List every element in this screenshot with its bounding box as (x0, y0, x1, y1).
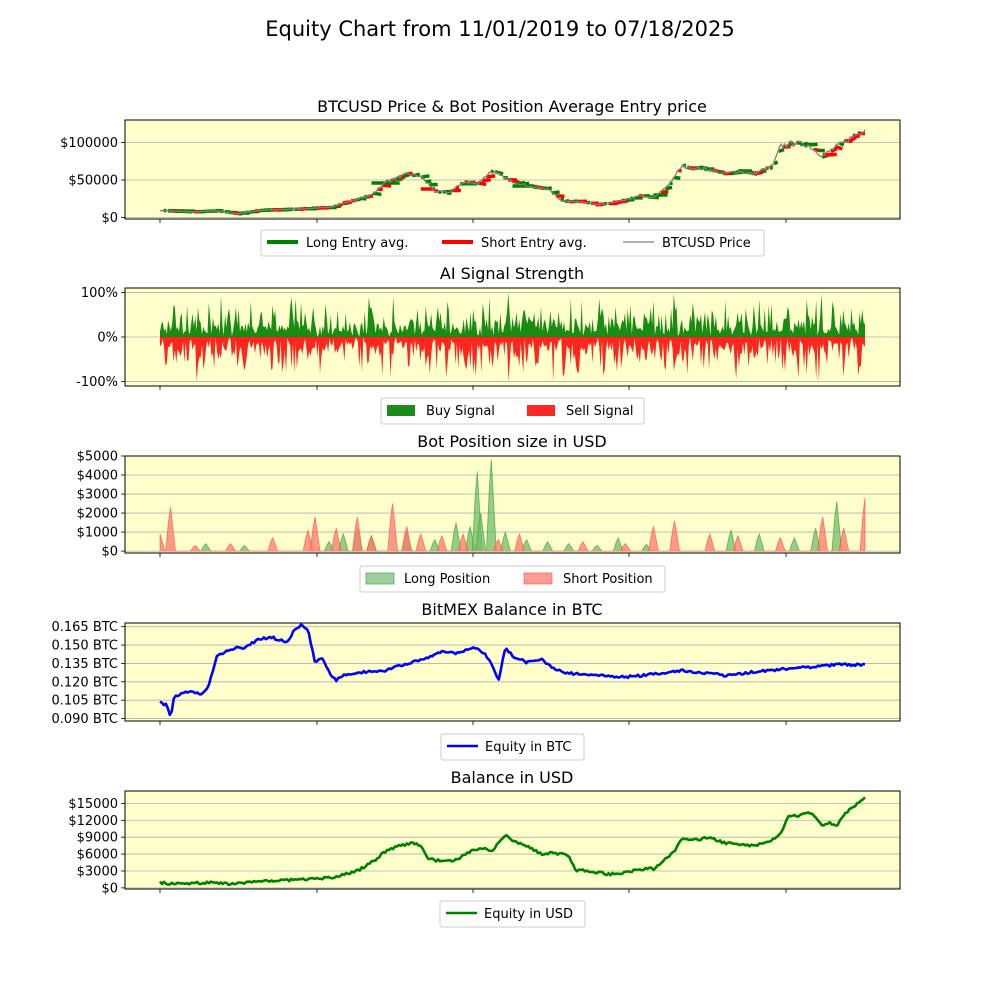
legend-buy-label: Buy Signal (426, 404, 495, 419)
panel-4: 0.090 BTC 0.105 BTC 0.120 BTC 0.135 BTC 0.15… (51, 620, 900, 727)
legend-panel5: Equity in USD (440, 901, 585, 927)
legend-sell-label: Sell Signal (566, 404, 634, 419)
long-entry-segment (674, 177, 680, 178)
panel-4-ytick-label: 0.105 BTC (51, 694, 118, 709)
long-entry-segment (779, 150, 784, 152)
panel-3-ytick-label: $1000 (77, 526, 118, 541)
panel3-title: Bot Position size in USD (417, 432, 606, 451)
legend-panel1: Long Entry avg. Short Entry avg. BTCUSD … (261, 230, 764, 256)
panel-5-ytick-label: $12000 (68, 814, 118, 829)
panel-5-ytick-label: $0 (101, 881, 118, 896)
legend-panel3: Long Position Short Position (360, 566, 665, 592)
panel-4-background (125, 623, 900, 721)
panel-3-background (125, 456, 900, 553)
legend-short-pos-label: Short Position (563, 572, 653, 587)
panel4-title: BitMEX Balance in BTC (421, 600, 602, 619)
figure-title: Equity Chart from 11/01/2019 to 07/18/20… (265, 17, 735, 41)
legend-short-pos-swatch (524, 573, 552, 584)
legend-short-entry-label: Short Entry avg. (481, 236, 587, 251)
panel-1-ytick-label: $50000 (68, 174, 118, 189)
panel-1-background (125, 120, 900, 219)
panel-3-ytick-label: $0 (101, 545, 118, 560)
short-entry-segment (757, 172, 763, 173)
panel-5-ytick-label: $15000 (68, 797, 118, 812)
legend-buy-swatch (387, 405, 415, 416)
panel-3-ytick-label: $4000 (77, 469, 118, 484)
panel-3-ytick-label: $2000 (77, 507, 118, 522)
panel-4-ytick-label: 0.090 BTC (51, 712, 118, 727)
panel-1-ytick-label: $100000 (60, 136, 118, 151)
short-entry-segment (486, 176, 495, 177)
panel-2-ytick-label: 100% (81, 286, 118, 301)
legend-long-pos-swatch (366, 573, 394, 584)
panel-2-ytick-label: -100% (76, 375, 118, 390)
panel-2-ytick-label: 0% (97, 331, 118, 346)
panel-1-ytick-label: $0 (101, 211, 118, 226)
legend-sell-swatch (527, 405, 555, 416)
panel-4-ytick-label: 0.135 BTC (51, 657, 118, 672)
panel1-title: BTCUSD Price & Bot Position Average Entr… (317, 97, 707, 116)
panel-3-ytick-label: $3000 (77, 488, 118, 503)
panel-4-ytick-label: 0.150 BTC (51, 639, 118, 654)
panel-5: $0 $3000$6000 $9000 $12000 $15000 (68, 791, 900, 896)
legend-panel4: Equity in BTC (441, 734, 584, 760)
legend-price-label: BTCUSD Price (662, 236, 751, 251)
legend-usd-label: Equity in USD (484, 907, 573, 922)
panel-4-ytick-label: 0.165 BTC (51, 620, 118, 635)
short-entry-segment (482, 180, 491, 181)
panel-5-ytick-label: $6000 (77, 848, 118, 863)
legend-panel2: Buy Signal Sell Signal (381, 398, 644, 424)
panel-5-ytick-label: $3000 (77, 864, 118, 879)
long-entry-segment (774, 162, 777, 164)
panel-5-ytick-label: $9000 (77, 831, 118, 846)
legend-long-pos-label: Long Position (404, 572, 490, 587)
panel-3-ytick-label: $5000 (77, 450, 118, 465)
short-entry-segment (835, 147, 842, 149)
panel5-title: Balance in USD (451, 768, 574, 787)
long-entry-segment (840, 143, 844, 144)
panel-4-ytick-label: 0.120 BTC (51, 675, 118, 690)
panel2-title: AI Signal Strength (440, 264, 584, 283)
long-entry-segment (805, 143, 809, 144)
legend-long-entry-label: Long Entry avg. (306, 236, 408, 251)
legend-btc-label: Equity in BTC (485, 740, 571, 755)
